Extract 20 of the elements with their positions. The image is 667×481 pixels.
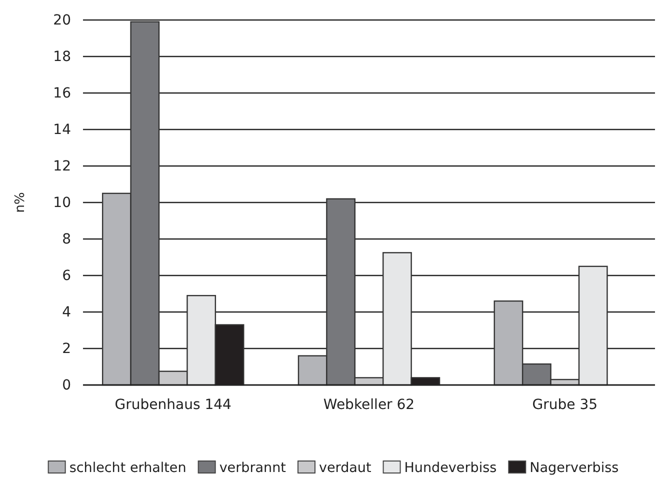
y-tick-label: 16 — [53, 85, 72, 102]
y-axis-title: n% — [13, 192, 28, 213]
y-tick-label: 6 — [62, 268, 72, 284]
y-tick-label: 4 — [62, 304, 72, 320]
legend-label: Nagerverbiss — [530, 460, 619, 476]
x-tick-label: Grubenhaus 144 — [114, 396, 232, 413]
y-tick-label: 20 — [53, 12, 71, 28]
y-tick-label: 18 — [53, 48, 71, 65]
legend-label: Hundeverbiss — [404, 460, 497, 476]
legend-label: verbrannt — [219, 460, 286, 476]
legend-label: verdaut — [318, 460, 372, 476]
y-tick-label: 8 — [62, 231, 71, 248]
y-tick-label: 0 — [62, 377, 71, 394]
legend-label: schlecht erhalten — [69, 460, 186, 476]
x-tick-label: Webkeller 62 — [323, 396, 415, 413]
y-tick-label: 2 — [62, 340, 71, 357]
y-tick-label: 14 — [53, 122, 72, 138]
x-tick-label: Grube 35 — [532, 396, 598, 413]
y-tick-label: 12 — [53, 158, 71, 174]
y-tick-label: 10 — [53, 194, 71, 211]
